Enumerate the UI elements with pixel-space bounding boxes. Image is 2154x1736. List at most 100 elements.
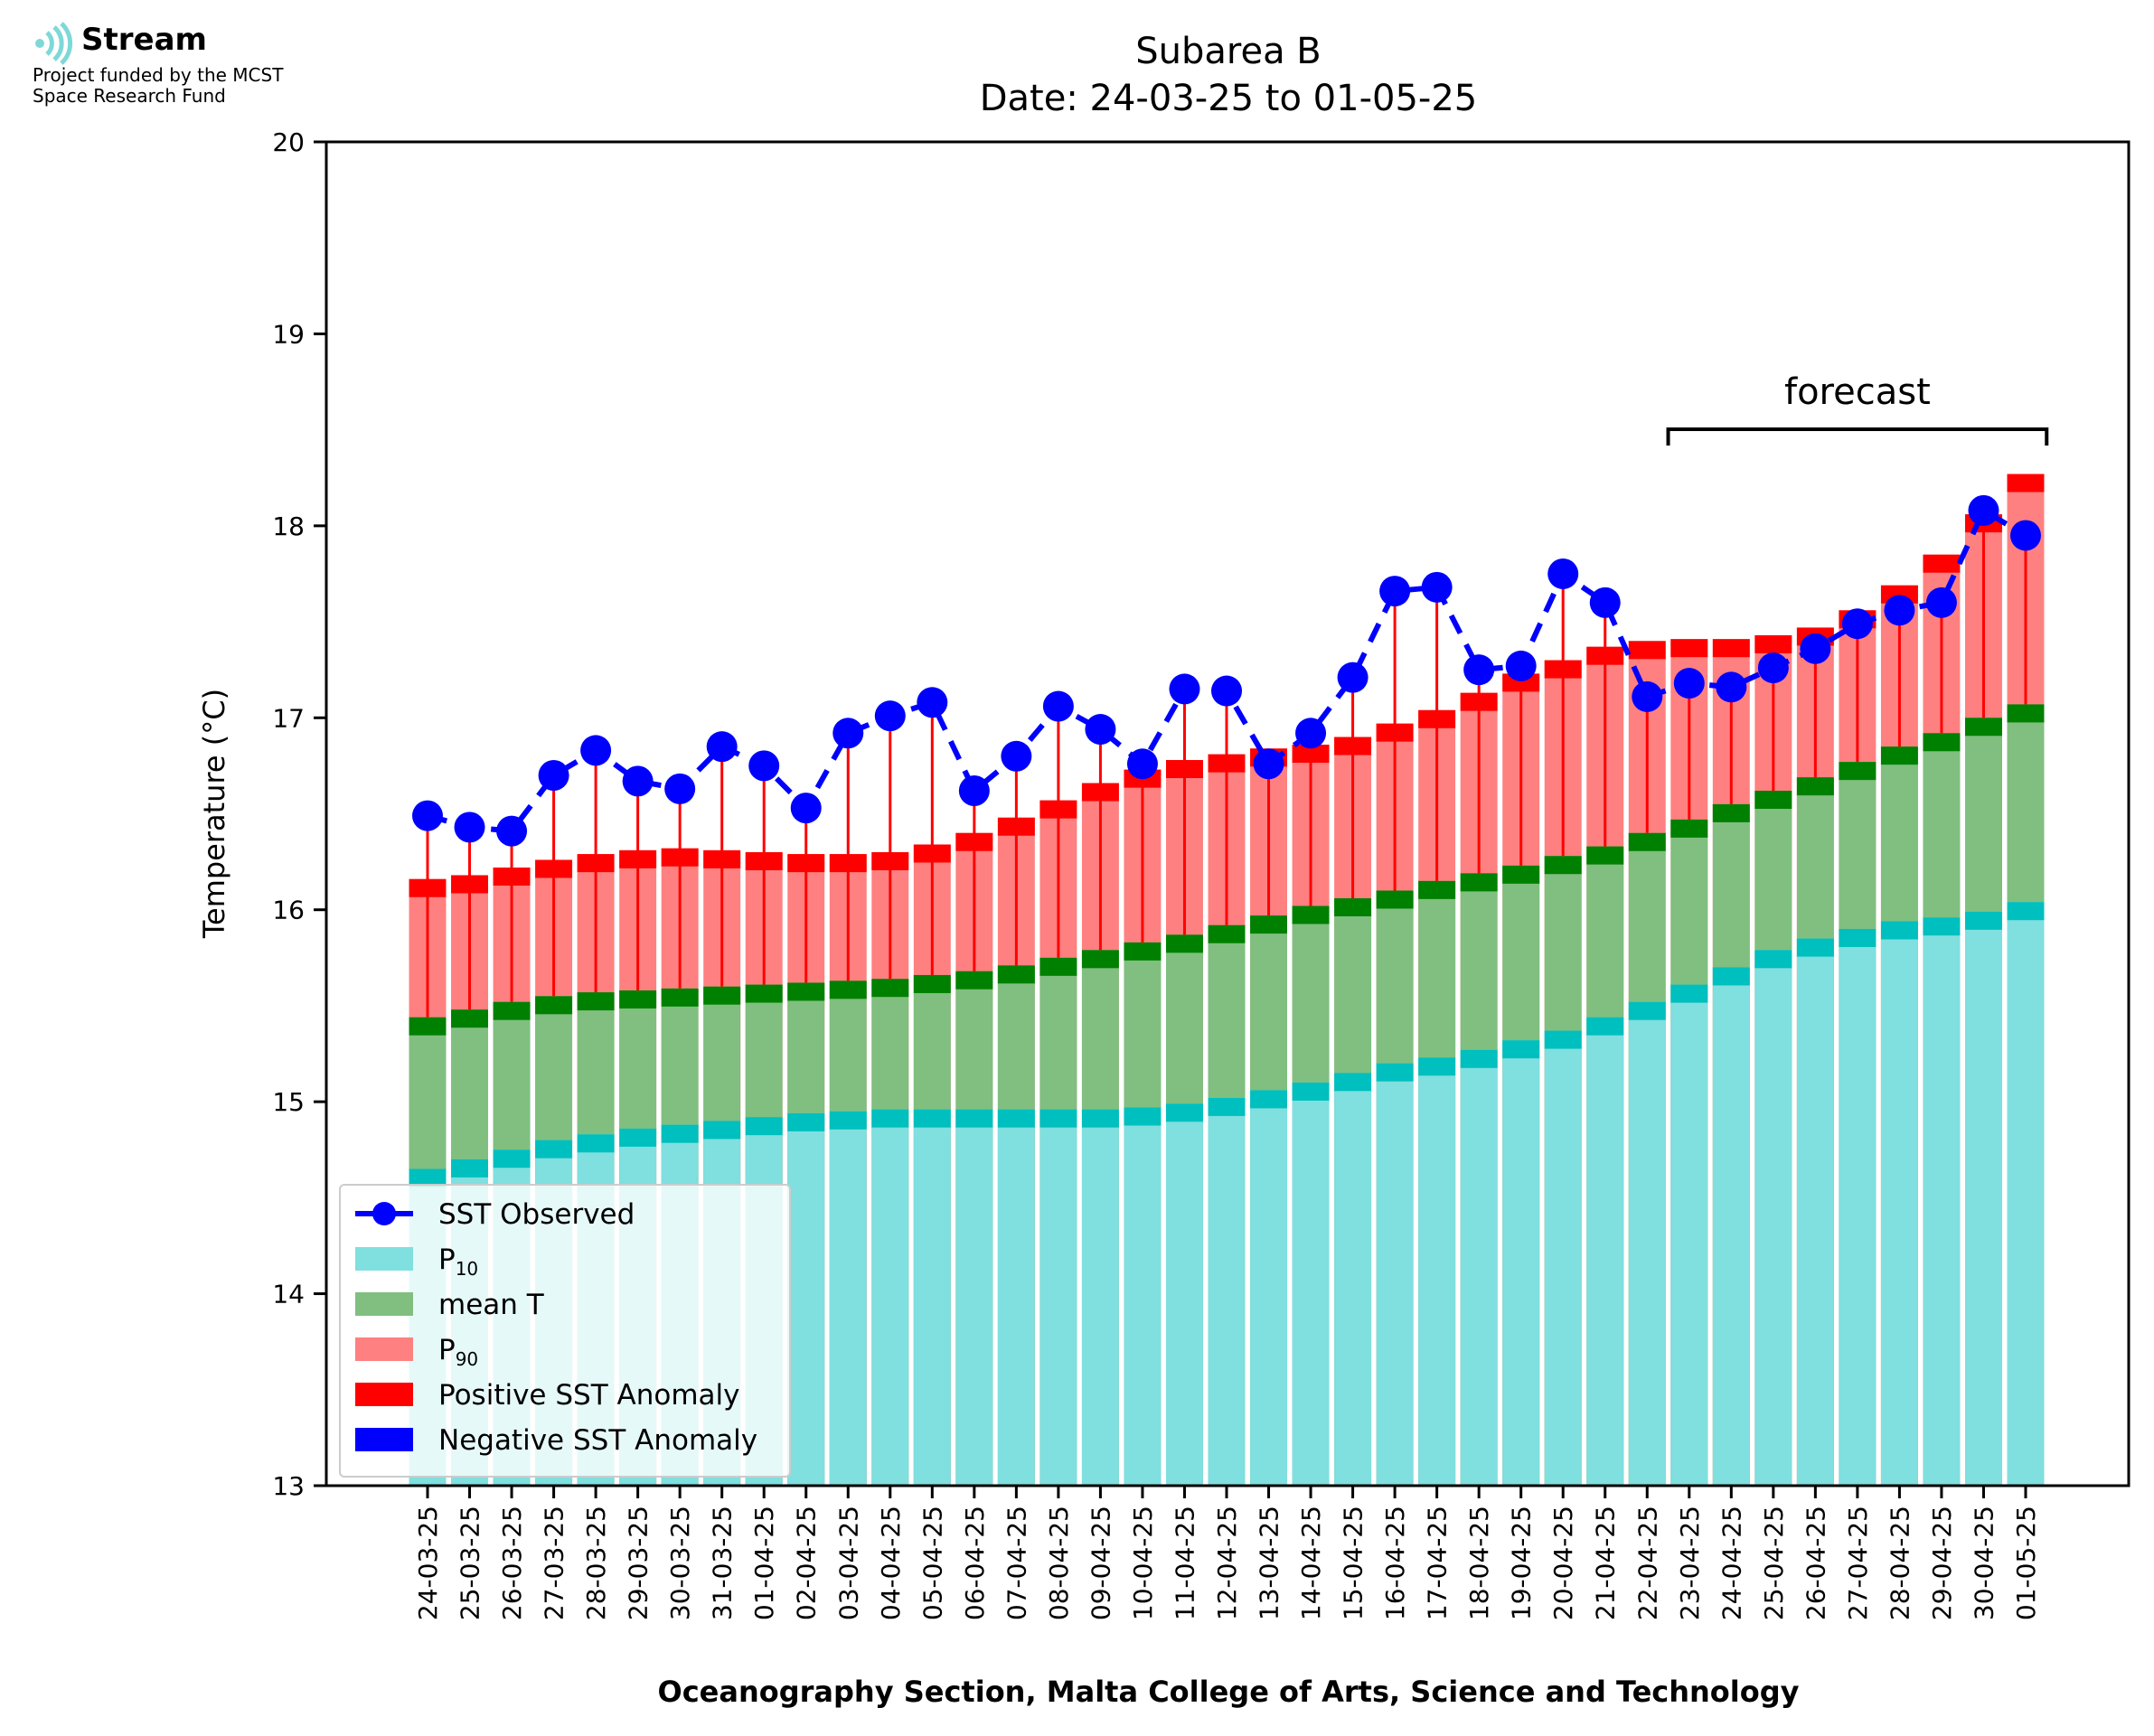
- observed-point: [580, 735, 612, 766]
- anomaly-stems-group: [426, 510, 2027, 1018]
- legend-p90-sub: 90: [455, 1348, 479, 1371]
- y-tick-label: 16: [272, 896, 305, 925]
- bar-p90-edge: [1628, 641, 1666, 660]
- y-tick-label: 17: [272, 703, 305, 733]
- observed-point: [2010, 520, 2041, 551]
- bar-p10-edge: [1670, 984, 1708, 1003]
- x-tick-label: 22-04-25: [1632, 1506, 1662, 1620]
- bar-p10-edge: [451, 1159, 488, 1178]
- observed-point: [1632, 680, 1663, 712]
- bar-mean-edge: [829, 981, 867, 999]
- observed-point: [1800, 633, 1831, 664]
- bar-p10-edge: [619, 1128, 657, 1147]
- observed-point: [1925, 586, 1957, 618]
- bar-p10-edge: [1544, 1030, 1582, 1049]
- bar-mean-edge: [1628, 832, 1666, 851]
- bar-p10: [1208, 1097, 1246, 1486]
- observed-point: [706, 731, 738, 763]
- observed-point: [1547, 558, 1579, 589]
- bar-mean-edge: [1839, 762, 1877, 781]
- observed-point: [1841, 608, 1873, 640]
- bar-p10: [1880, 921, 1918, 1486]
- y-tick-label: 15: [272, 1087, 305, 1117]
- legend-swatch-positive: [355, 1383, 413, 1406]
- legend-label-observed: SST Observed: [438, 1198, 635, 1231]
- legend-item-p10: P10: [341, 1240, 789, 1280]
- bar-p10-edge: [955, 1109, 993, 1128]
- bar-mean-edge: [1544, 856, 1582, 875]
- logo-title: Stream: [81, 22, 207, 58]
- bar-mean-edge: [955, 971, 993, 990]
- observed-point: [1295, 718, 1327, 749]
- bar-mean-edge: [1670, 819, 1708, 838]
- bar-p10: [871, 1109, 909, 1486]
- observed-point: [832, 718, 864, 749]
- bar-p10: [1754, 950, 1792, 1486]
- observed-series-group: [412, 494, 2041, 847]
- observed-point: [1505, 650, 1537, 681]
- observed-point: [748, 750, 780, 782]
- bar-p90-edge: [1712, 639, 1750, 658]
- x-tick-label: 30-03-25: [665, 1506, 695, 1620]
- logo-subtitle-line1: Project funded by the MCST: [33, 64, 284, 86]
- chart-legend: SST Observed P10 mean T P90 Positive SST…: [339, 1184, 791, 1478]
- observed-point: [790, 793, 822, 824]
- legend-item-negative: Negative SST Anomaly: [341, 1421, 789, 1460]
- x-tick-label: 13-04-25: [1255, 1506, 1284, 1620]
- bar-p10-edge: [1586, 1017, 1624, 1036]
- bar-p10-edge: [1124, 1107, 1162, 1126]
- bar-p10: [955, 1109, 993, 1486]
- observed-point: [622, 765, 654, 797]
- observed-point: [917, 687, 948, 718]
- legend-item-p90: P90: [341, 1330, 789, 1370]
- bar-mean-edge: [577, 992, 615, 1011]
- x-tick-label: 01-04-25: [749, 1506, 779, 1620]
- observed-point: [1001, 740, 1032, 772]
- bar-p10: [1670, 984, 1708, 1486]
- x-tick-label: 23-04-25: [1675, 1506, 1705, 1620]
- x-tick-label: 25-04-25: [1759, 1506, 1789, 1620]
- x-tick-label: 28-04-25: [1885, 1506, 1914, 1620]
- legend-swatch-mean: [355, 1292, 413, 1316]
- chart-title: Subarea B: [1135, 31, 1322, 72]
- bar-p10-edge: [1039, 1109, 1077, 1128]
- legend-label-negative: Negative SST Anomaly: [438, 1424, 758, 1457]
- bar-mean-edge: [451, 1009, 488, 1028]
- x-tick-label: 21-04-25: [1591, 1506, 1621, 1620]
- bar-p10-edge: [1965, 911, 2002, 930]
- legend-p10-main: P: [438, 1243, 456, 1276]
- y-axis: 13 14 15 16 17 18 19 20: [272, 127, 326, 1501]
- bar-mean-edge: [703, 986, 741, 1005]
- y-tick-label: 14: [272, 1280, 305, 1309]
- bar-p10: [1334, 1073, 1372, 1486]
- observed-point: [454, 812, 485, 843]
- x-tick-label: 15-04-25: [1339, 1506, 1369, 1620]
- legend-label-positive: Positive SST Anomaly: [438, 1379, 740, 1412]
- observed-point: [1085, 714, 1116, 746]
- x-tick-label: 19-04-25: [1507, 1506, 1537, 1620]
- bar-p10: [1124, 1107, 1162, 1486]
- bar-mean-edge: [619, 990, 657, 1009]
- observed-point: [1126, 748, 1158, 780]
- y-tick-label: 20: [272, 127, 305, 157]
- observed-point: [1968, 494, 1999, 526]
- bar-mean-edge: [1334, 897, 1372, 916]
- bar-p10-edge: [661, 1124, 699, 1143]
- observed-point: [1589, 586, 1621, 618]
- bar-mean-edge: [661, 988, 699, 1007]
- logo-subtitle-line2: Space Research Fund: [33, 85, 226, 107]
- stream-waves-icon: [35, 22, 73, 65]
- bar-p10: [1544, 1030, 1582, 1486]
- bar-p10-edge: [829, 1111, 867, 1130]
- observed-point: [1421, 571, 1453, 603]
- legend-swatch-p90: [355, 1337, 413, 1361]
- bar-mean-edge: [1208, 924, 1246, 943]
- x-tick-label: 04-04-25: [876, 1506, 906, 1620]
- x-tick-label: 26-04-25: [1801, 1506, 1830, 1620]
- observed-point: [538, 760, 569, 792]
- bar-p10-edge: [1880, 921, 1918, 940]
- bar-p10-edge: [1754, 950, 1792, 969]
- legend-swatch-p10: [355, 1247, 413, 1271]
- legend-p90-main: P: [438, 1334, 456, 1366]
